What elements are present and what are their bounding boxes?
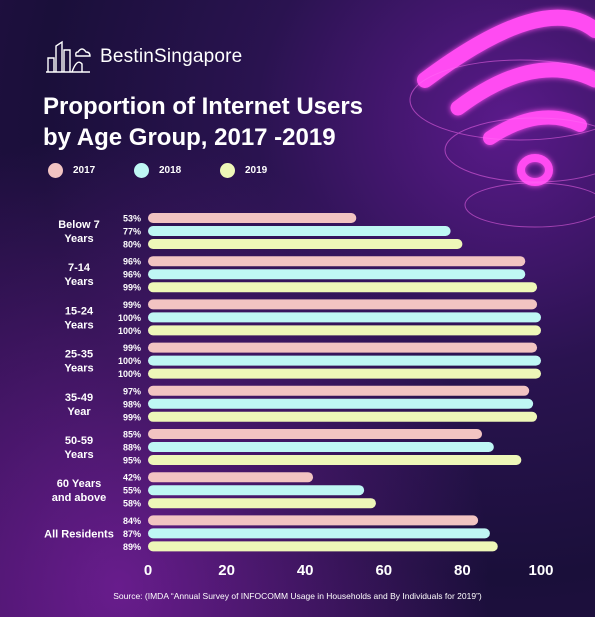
bar-2017 <box>148 299 538 310</box>
legend: 2017 2018 2019 <box>48 163 306 178</box>
bar-2018 <box>148 442 494 452</box>
data-label-2018: 77% <box>123 227 141 237</box>
data-label-2019: 99% <box>123 283 141 293</box>
source-note: Source: (IMDA “Annual Survey of INFOCOMM… <box>113 591 482 601</box>
bar-2018 <box>148 485 365 496</box>
x-tick-label: 60 <box>375 562 392 579</box>
category-label: Years <box>64 363 93 375</box>
data-label-2019: 100% <box>118 369 141 379</box>
bar-2018 <box>148 528 490 539</box>
category-label: 50-59 <box>65 435 93 447</box>
city-skyline-icon <box>46 40 91 73</box>
legend-swatch-2019 <box>220 163 235 178</box>
bar-2019 <box>148 498 376 509</box>
legend-label-2018: 2018 <box>159 165 182 176</box>
data-label-2018: 96% <box>123 270 141 280</box>
data-label-2019: 80% <box>123 240 141 250</box>
category-label: Years <box>64 449 93 461</box>
data-label-2019: 89% <box>123 542 141 552</box>
category-label: Below 7 <box>58 219 100 231</box>
category-label: Years <box>64 319 93 331</box>
brand-name: BestinSingapore <box>100 46 243 67</box>
data-label-2018: 87% <box>123 529 141 539</box>
data-label-2017: 96% <box>123 257 141 267</box>
x-tick-label: 100 <box>528 562 553 579</box>
x-tick-label: 0 <box>144 562 152 579</box>
legend-label-2019: 2019 <box>245 165 268 176</box>
x-tick-label: 80 <box>454 562 471 579</box>
bar-2019 <box>148 541 498 552</box>
data-label-2018: 55% <box>123 486 141 496</box>
bar-2017 <box>148 256 526 267</box>
data-label-2018: 98% <box>123 399 141 409</box>
data-label-2018: 88% <box>123 443 141 453</box>
data-label-2019: 99% <box>123 412 141 422</box>
bar-2019 <box>148 239 463 249</box>
bar-2017 <box>148 385 530 396</box>
data-label-2017: 53% <box>123 214 141 224</box>
data-label-2019: 100% <box>118 326 141 336</box>
data-label-2018: 100% <box>118 356 141 366</box>
chart-title: Proportion of Internet Users by Age Grou… <box>43 91 383 153</box>
brand-logo: BestinSingapore <box>44 40 242 74</box>
data-label-2017: 84% <box>123 516 141 526</box>
bar-2017 <box>148 472 314 483</box>
bar-2018 <box>148 312 541 323</box>
legend-item-2017: 2017 <box>48 163 134 178</box>
bar-2017 <box>148 429 483 439</box>
bar-2017 <box>148 342 538 353</box>
data-label-2019: 58% <box>123 499 141 509</box>
bar-2017 <box>148 213 357 223</box>
category-label: Years <box>64 276 93 288</box>
data-label-2018: 100% <box>118 313 141 323</box>
bar-2019 <box>148 282 538 293</box>
data-label-2017: 99% <box>123 343 141 353</box>
title-line-1: Proportion of Internet Users <box>43 93 364 120</box>
bar-2017 <box>148 515 479 526</box>
x-tick-label: 40 <box>297 562 314 579</box>
category-label: 15-24 <box>65 305 94 317</box>
bar-2019 <box>148 455 522 465</box>
title-line-2: by Age Group, 2017 -2019 <box>43 124 336 151</box>
bar-2019 <box>148 325 541 336</box>
legend-item-2018: 2018 <box>134 163 220 178</box>
bar-2018 <box>148 226 451 236</box>
legend-swatch-2018 <box>134 163 149 178</box>
category-label: Years <box>64 233 93 245</box>
category-label: and above <box>52 492 106 504</box>
data-label-2017: 97% <box>123 386 141 396</box>
category-label: All Residents <box>44 528 114 540</box>
legend-swatch-2017 <box>48 163 63 178</box>
category-label: Year <box>67 406 91 418</box>
bar-2019 <box>148 368 541 379</box>
legend-label-2017: 2017 <box>73 165 96 176</box>
bar-2019 <box>148 411 538 422</box>
category-label: 60 Years <box>57 478 101 490</box>
category-label: 35-49 <box>65 392 93 404</box>
x-tick-label: 20 <box>218 562 235 579</box>
bar-2018 <box>148 398 534 409</box>
bar-2018 <box>148 269 526 280</box>
data-label-2017: 99% <box>123 300 141 310</box>
data-label-2019: 95% <box>123 456 141 466</box>
data-label-2017: 85% <box>123 430 141 440</box>
bar-2018 <box>148 355 541 366</box>
category-label: 7-14 <box>68 262 91 274</box>
data-label-2017: 42% <box>123 473 141 483</box>
category-label: 25-35 <box>65 349 93 361</box>
legend-item-2019: 2019 <box>220 163 306 178</box>
wifi-rings <box>409 59 595 228</box>
